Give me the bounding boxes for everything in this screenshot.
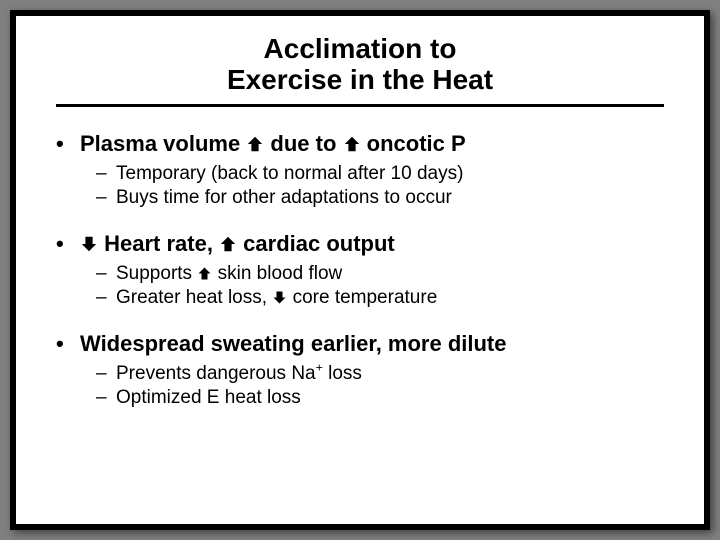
slide-title: Acclimation to Exercise in the Heat bbox=[56, 34, 664, 107]
bullet-dot: • bbox=[56, 131, 80, 157]
bullet-l2: – Greater heat loss, core temperature bbox=[96, 287, 664, 309]
sub-text: Optimized E heat loss bbox=[116, 387, 301, 409]
bullet-dash: – bbox=[96, 263, 116, 285]
bullet-text: Plasma volume due to oncotic P bbox=[80, 131, 466, 157]
title-line-1: Acclimation to bbox=[264, 33, 457, 64]
bullet-dot: • bbox=[56, 331, 80, 357]
bullet-text: Widespread sweating earlier, more dilute bbox=[80, 331, 507, 357]
sub-text: Greater heat loss, core temperature bbox=[116, 287, 437, 309]
title-line-2: Exercise in the Heat bbox=[227, 64, 493, 95]
slide-content: • Plasma volume due to oncotic P – Tempo… bbox=[56, 131, 664, 409]
bullet-dash: – bbox=[96, 187, 116, 209]
bullet-l2: – Supports skin blood flow bbox=[96, 263, 664, 285]
sub-text: Prevents dangerous Na+ loss bbox=[116, 363, 362, 385]
bullet-group-3: • Widespread sweating earlier, more dilu… bbox=[56, 331, 664, 409]
sub-text: Buys time for other adaptations to occur bbox=[116, 187, 452, 209]
bullet-l1: • Heart rate, cardiac output bbox=[56, 231, 664, 257]
bullet-l2: – Buys time for other adaptations to occ… bbox=[96, 187, 664, 209]
slide-frame: Acclimation to Exercise in the Heat • Pl… bbox=[10, 10, 710, 530]
bullet-l1: • Widespread sweating earlier, more dilu… bbox=[56, 331, 664, 357]
bullet-dash: – bbox=[96, 163, 116, 185]
bullet-l2: – Prevents dangerous Na+ loss bbox=[96, 363, 664, 385]
bullet-l2: – Optimized E heat loss bbox=[96, 387, 664, 409]
bullet-text: Heart rate, cardiac output bbox=[80, 231, 395, 257]
bullet-l2: – Temporary (back to normal after 10 day… bbox=[96, 163, 664, 185]
bullet-l1: • Plasma volume due to oncotic P bbox=[56, 131, 664, 157]
bullet-dash: – bbox=[96, 387, 116, 409]
bullet-group-1: • Plasma volume due to oncotic P – Tempo… bbox=[56, 131, 664, 209]
bullet-dot: • bbox=[56, 231, 80, 257]
bullet-dash: – bbox=[96, 287, 116, 309]
bullet-dash: – bbox=[96, 363, 116, 385]
bullet-group-2: • Heart rate, cardiac output – Supports … bbox=[56, 231, 664, 309]
sub-text: Supports skin blood flow bbox=[116, 263, 342, 285]
slide: Acclimation to Exercise in the Heat • Pl… bbox=[16, 16, 704, 524]
sub-text: Temporary (back to normal after 10 days) bbox=[116, 163, 463, 185]
